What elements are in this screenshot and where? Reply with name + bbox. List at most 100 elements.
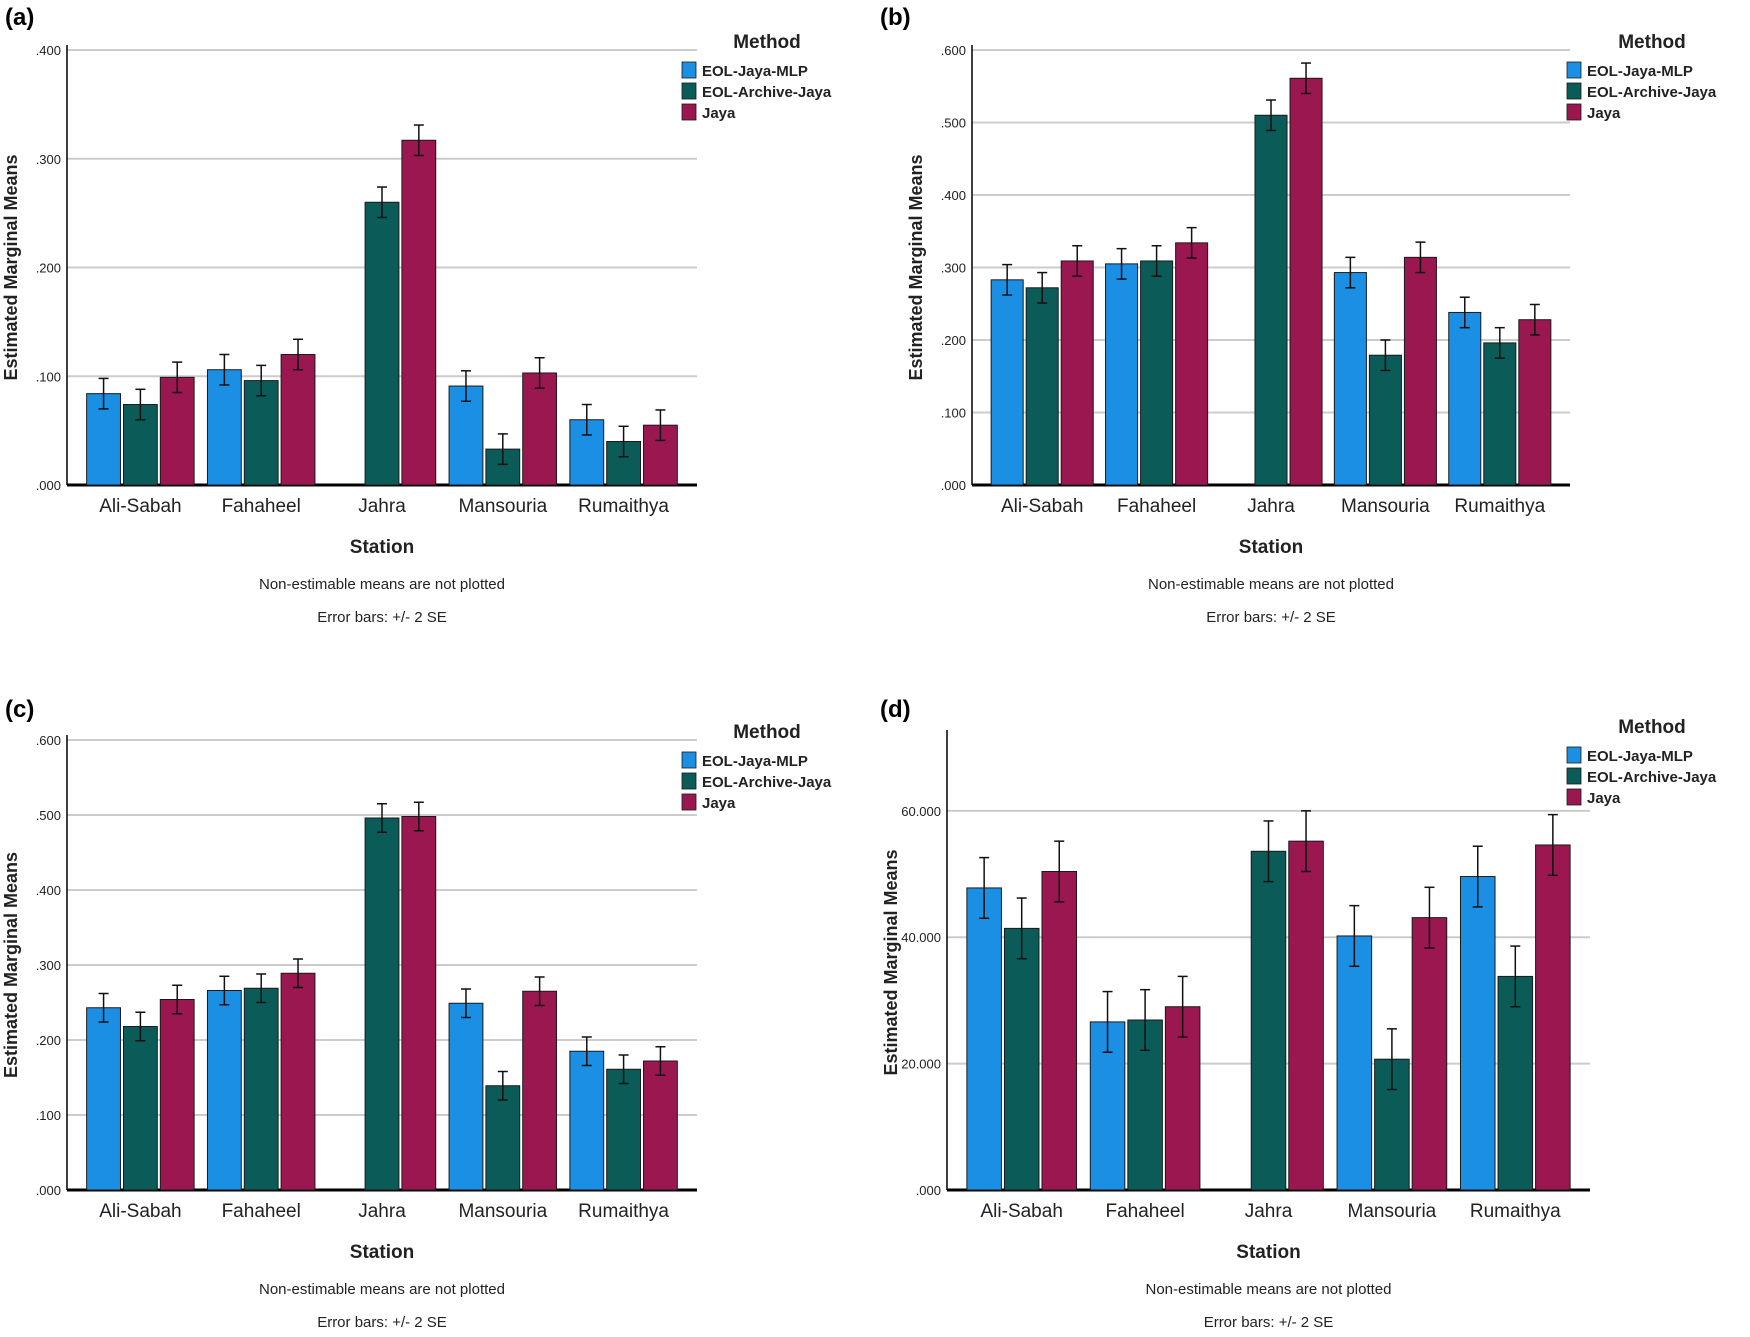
bar-eol-archive-jaya-mansouria: [1368, 354, 1402, 486]
legend-swatch-jaya: [1566, 788, 1582, 806]
bar-eol-archive-jaya-jahra: [1254, 114, 1288, 486]
x-axis-title: Station: [350, 1242, 414, 1263]
y-axis-title: Estimated Marginal Means: [906, 154, 926, 380]
x-tick-label: Mansouria: [1348, 1201, 1437, 1222]
y-tick-label: .400: [36, 43, 61, 58]
bar-eol-archive-jaya-ali-sabah: [1025, 287, 1059, 486]
y-tick-label: .000: [916, 1183, 941, 1198]
y-tick-label: .000: [941, 478, 966, 493]
legend-label-eol-archive-jaya: EOL-Archive-Jaya: [702, 84, 832, 101]
legend-swatch-eol-jaya-mlp: [681, 751, 697, 769]
x-axis-title: Station: [350, 537, 414, 558]
legend-swatch-eol-jaya-mlp: [1566, 61, 1582, 79]
bar-eol-jaya-mlp-mansouria: [1333, 272, 1367, 486]
legend-label-eol-jaya-mlp: EOL-Jaya-MLP: [702, 753, 808, 770]
chart-panel-d: (d) .000 20.000 40.000 60.000 Estimated Margi…: [880, 696, 1717, 1331]
bar-eol-archive-jaya-fahaheel: [1140, 260, 1174, 486]
panel-label: (a): [5, 4, 34, 31]
bar-eol-jaya-mlp-fahaheel: [206, 990, 242, 1191]
legend-swatch-eol-archive-jaya: [1566, 82, 1582, 100]
x-tick-label: Rumaithya: [578, 496, 669, 517]
legend-title: Method: [1618, 32, 1686, 53]
note-non-estimable: Non-estimable means are not plotted: [259, 576, 505, 593]
legend-label-eol-jaya-mlp: EOL-Jaya-MLP: [1587, 748, 1693, 765]
y-tick-label: .200: [36, 1033, 61, 1048]
bar-eol-jaya-mlp-fahaheel: [1105, 263, 1139, 486]
note-error-bars: Error bars: +/- 2 SE: [317, 609, 447, 626]
x-tick-label: Jahra: [358, 496, 406, 517]
y-axis-title: Estimated Marginal Means: [1, 154, 21, 380]
x-tick-label: Fahaheel: [222, 1201, 301, 1222]
x-tick-label: Fahaheel: [1117, 496, 1196, 517]
legend-label-jaya: Jaya: [702, 105, 736, 122]
bar-eol-jaya-mlp-rumaithya: [1448, 311, 1482, 486]
bar-jaya-mansouria: [522, 990, 558, 1191]
y-tick-label: 20.000: [901, 1057, 941, 1072]
bar-eol-jaya-mlp-ali-sabah: [86, 1007, 121, 1191]
bar-jaya-ali-sabah: [1041, 871, 1078, 1191]
legend-label-eol-archive-jaya: EOL-Archive-Jaya: [1587, 84, 1717, 101]
bar-jaya-rumaithya: [643, 1060, 678, 1191]
legend-swatch-eol-jaya-mlp: [681, 61, 697, 79]
legend-label-eol-archive-jaya: EOL-Archive-Jaya: [1587, 769, 1717, 786]
y-tick-label: .100: [36, 1108, 61, 1123]
bar-eol-archive-jaya-rumaithya: [1497, 975, 1534, 1191]
bar-jaya-mansouria: [1411, 917, 1448, 1191]
bar-jaya-rumaithya: [1518, 319, 1552, 486]
x-tick-label: Fahaheel: [222, 496, 301, 517]
bar-eol-archive-jaya-ali-sabah: [1003, 927, 1040, 1191]
y-tick-label: .000: [36, 1183, 61, 1198]
legend-title: Method: [733, 722, 801, 743]
legend-swatch-eol-jaya-mlp: [1566, 746, 1582, 764]
y-tick-label: .400: [941, 188, 966, 203]
x-tick-label: Mansouria: [458, 496, 547, 517]
y-axis-title: Estimated Marginal Means: [881, 849, 901, 1075]
bar-eol-archive-jaya-mansouria: [485, 1085, 521, 1191]
legend-label-eol-jaya-mlp: EOL-Jaya-MLP: [1587, 63, 1693, 80]
bar-eol-archive-jaya-fahaheel: [243, 987, 279, 1191]
y-tick-label: .100: [941, 406, 966, 421]
legend-label-eol-archive-jaya: EOL-Archive-Jaya: [702, 774, 832, 791]
legend-title: Method: [1618, 717, 1686, 738]
panel-label: (d): [880, 696, 911, 723]
bar-eol-jaya-mlp-ali-sabah: [990, 279, 1024, 486]
legend-label-eol-jaya-mlp: EOL-Jaya-MLP: [702, 63, 808, 80]
chart-panel-a: (a) .000 .100 .200 .300 .400 Estimated Margina…: [1, 4, 832, 626]
y-tick-label: .300: [36, 152, 61, 167]
x-tick-label: Ali-Sabah: [99, 496, 181, 517]
x-tick-label: Ali-Sabah: [1001, 496, 1083, 517]
x-tick-label: Mansouria: [458, 1201, 547, 1222]
y-tick-label: 40.000: [901, 930, 941, 945]
x-tick-label: Fahaheel: [1105, 1201, 1184, 1222]
bar-jaya-fahaheel: [280, 354, 316, 486]
x-tick-label: Ali-Sabah: [981, 1201, 1063, 1222]
bar-jaya-fahaheel: [280, 972, 316, 1191]
note-non-estimable: Non-estimable means are not plotted: [1146, 1281, 1392, 1298]
y-tick-label: .600: [36, 733, 61, 748]
note-error-bars: Error bars: +/- 2 SE: [317, 1314, 447, 1331]
bar-jaya-mansouria: [1403, 256, 1437, 486]
x-tick-label: Mansouria: [1341, 496, 1430, 517]
bar-jaya-jahra: [401, 139, 437, 486]
x-tick-label: Jahra: [1245, 1201, 1293, 1222]
bar-jaya-mansouria: [522, 372, 558, 486]
legend-swatch-eol-archive-jaya: [1566, 767, 1582, 785]
x-tick-label: Jahra: [1247, 496, 1295, 517]
bar-eol-archive-jaya-rumaithya: [606, 1068, 642, 1191]
bar-jaya-jahra: [1289, 77, 1323, 486]
y-axis-title: Estimated Marginal Means: [1, 852, 21, 1078]
panel-label: (b): [880, 4, 911, 31]
x-tick-label: Rumaithya: [1470, 1201, 1561, 1222]
bar-jaya-fahaheel: [1175, 242, 1209, 486]
bar-eol-archive-jaya-jahra: [364, 201, 400, 486]
x-tick-label: Jahra: [358, 1201, 406, 1222]
bar-eol-archive-jaya-ali-sabah: [122, 1026, 158, 1191]
x-tick-label: Rumaithya: [578, 1201, 669, 1222]
bar-jaya-ali-sabah: [159, 999, 195, 1191]
legend-title: Method: [733, 32, 801, 53]
bar-jaya-jahra: [1288, 840, 1324, 1191]
y-tick-label: .400: [36, 883, 61, 898]
chart-panel-b: (b) .000 .100 .200 .300 .400 .500 .600 Estimated…: [880, 4, 1717, 626]
y-tick-label: .500: [36, 808, 61, 823]
